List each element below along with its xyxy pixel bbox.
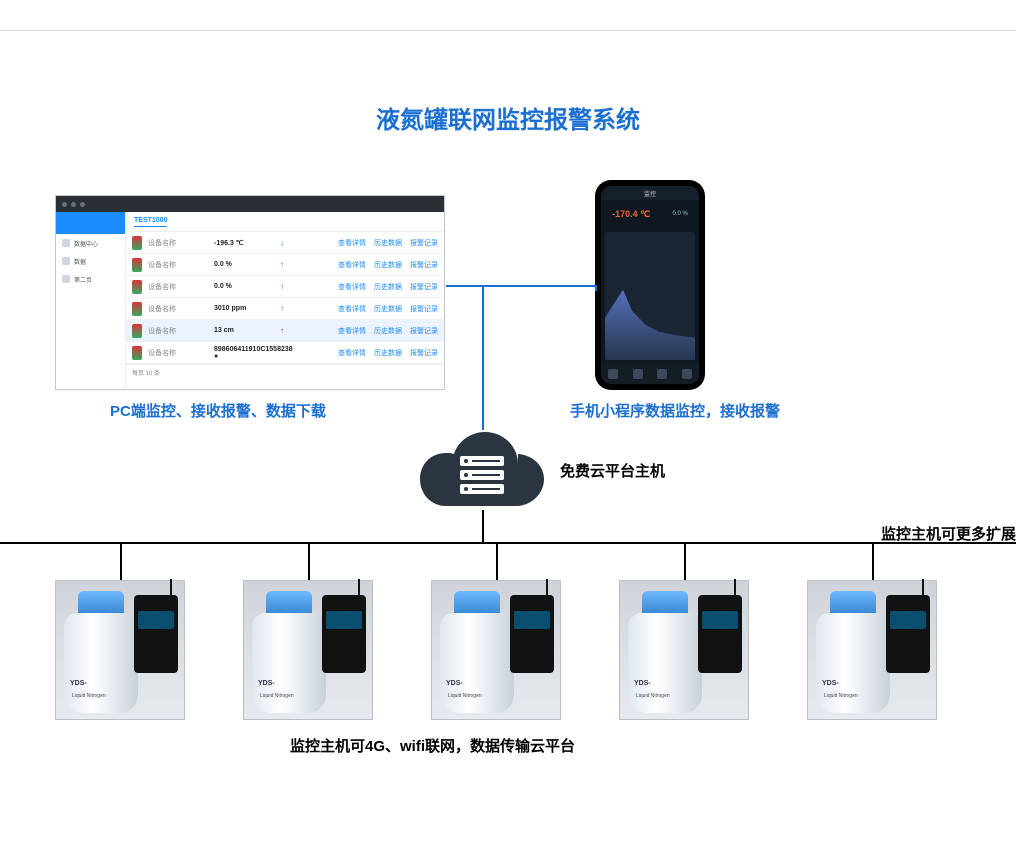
tank-device: YDS-Liquid Nitrogen — [807, 580, 937, 720]
extend-label: 监控主机可更多扩展 — [881, 523, 1016, 544]
pc-data-row: 设备名称13 cm↑查看详情历史数据报警记录 — [126, 320, 444, 342]
pc-tab-active: TEST1000 — [134, 217, 167, 227]
top-divider — [0, 30, 1016, 31]
connector-top — [446, 285, 596, 287]
connector-phone-stub — [595, 285, 597, 291]
pc-window-chrome — [56, 196, 444, 212]
cloud-drop — [482, 510, 484, 542]
network-bus — [0, 542, 1016, 544]
pc-data-row: 设备名称0.0 %↑查看详情历史数据报警记录 — [126, 276, 444, 298]
phone-header: 监控 — [601, 186, 699, 200]
tank-drop-line — [684, 544, 686, 580]
pc-sidebar: 数据中心 数据 第二页 — [56, 212, 126, 389]
tank-drop-line — [308, 544, 310, 580]
pc-monitor-mock: 数据中心 数据 第二页 TEST1000 设备名称-196.3 ℃↓查看详情历史… — [55, 195, 445, 390]
tank-device: YDS-Liquid Nitrogen — [431, 580, 561, 720]
tanks-row: YDS-Liquid Nitrogen YDS-Liquid Nitrogen YD… — [55, 580, 937, 720]
phone-caption: 手机小程序数据监控，接收报警 — [570, 400, 780, 421]
tank-drop-line — [496, 544, 498, 580]
pc-data-row: 设备名称3010 ppm↑查看详情历史数据报警记录 — [126, 298, 444, 320]
pc-data-row: 设备名称898606411910C1558238 ●查看详情历史数据报警记录 — [126, 342, 444, 364]
diagram-canvas: 液氮罐联网监控报警系统 数据中心 数据 第二页 TEST1000 设备名称-19… — [0, 0, 1016, 860]
tanks-caption: 监控主机可4G、wifi联网，数据传输云平台 — [290, 735, 575, 756]
tank-drop-line — [120, 544, 122, 580]
diagram-title: 液氮罐联网监控报警系统 — [0, 100, 1016, 135]
phone-main-value: -170.4 ℃ — [612, 209, 650, 220]
phone-mock: 监控 -170.4 ℃ 0.0 % — [595, 180, 705, 390]
phone-bottom-nav — [601, 364, 699, 384]
tank-drop-line — [872, 544, 874, 580]
tank-device: YDS-Liquid Nitrogen — [243, 580, 373, 720]
tank-device: YDS-Liquid Nitrogen — [619, 580, 749, 720]
pc-main-panel: TEST1000 设备名称-196.3 ℃↓查看详情历史数据报警记录设备名称0.… — [126, 212, 444, 389]
cloud-label: 免费云平台主机 — [560, 460, 665, 481]
phone-sec-value: 0.0 % — [673, 211, 688, 217]
cloud-server-icon — [418, 422, 546, 514]
phone-chart — [605, 232, 695, 360]
connector-vertical — [482, 285, 484, 430]
pc-data-row: 设备名称-196.3 ℃↓查看详情历史数据报警记录 — [126, 232, 444, 254]
tank-device: YDS-Liquid Nitrogen — [55, 580, 185, 720]
pc-data-row: 设备名称0.0 %↑查看详情历史数据报警记录 — [126, 254, 444, 276]
pc-caption: PC端监控、接收报警、数据下载 — [110, 400, 326, 421]
